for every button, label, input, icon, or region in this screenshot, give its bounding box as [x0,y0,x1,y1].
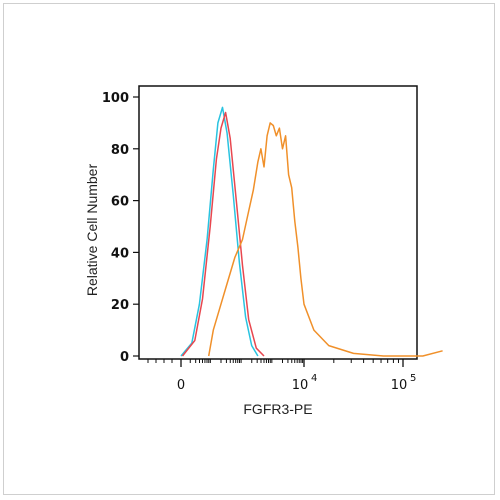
y-tick-label: 80 [111,143,129,158]
x-tick-label: 10 [391,378,408,393]
y-axis-ticks: 0 20 40 60 80 100 [102,91,139,365]
x-tick-label: 10 [292,378,309,393]
histogram-series-1 [180,106,259,357]
plot-area-border [138,85,418,360]
y-axis-title: Relative Cell Number [84,164,100,297]
x-axis-ticks: 0 10 4 10 5 [147,359,416,393]
y-tick-label: 20 [111,298,129,313]
figure-frame [3,3,495,495]
x-axis-title: FGFR3-PE [243,401,312,417]
x-tick-exponent: 5 [410,373,416,384]
histogram-curves [180,106,443,357]
y-tick-label: 0 [120,350,129,365]
histogram-series-3 [207,122,443,357]
x-tick-label: 0 [177,378,185,393]
x-tick-exponent: 4 [311,373,317,384]
y-tick-label: 60 [111,195,129,210]
y-tick-label: 100 [102,91,129,106]
histogram-series-2 [181,111,265,357]
y-tick-label: 40 [111,246,129,261]
